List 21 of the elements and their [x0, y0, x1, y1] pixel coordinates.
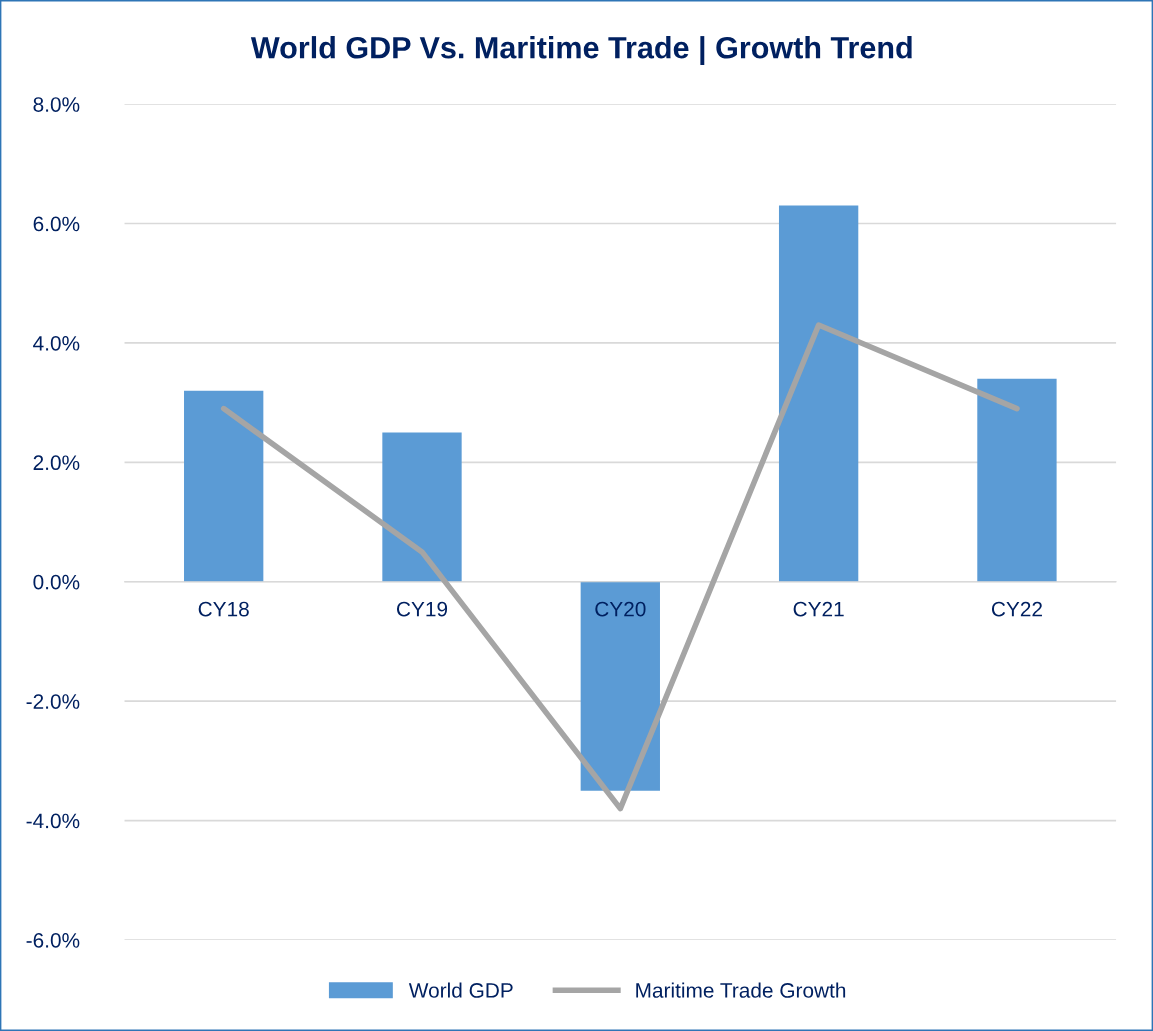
- chart-title: World GDP Vs. Maritime Trade | Growth Trend: [250, 36, 912, 66]
- y-tick-label: 4.0%: [33, 335, 80, 351]
- x-tick-label: CY22: [991, 601, 1042, 617]
- x-tick-label: CY19: [397, 601, 448, 617]
- bar: [977, 378, 1057, 582]
- x-tick-label: CY18: [198, 601, 249, 617]
- legend-label: World GDP: [408, 982, 513, 998]
- y-tick-label: -4.0%: [26, 813, 80, 829]
- x-tick-label: CY20: [595, 601, 646, 617]
- bar: [778, 205, 859, 582]
- x-tick-label: CY21: [793, 601, 844, 617]
- bar: [184, 390, 264, 582]
- bar: [382, 432, 462, 582]
- bar: [580, 581, 660, 791]
- y-tick-label: 8.0%: [33, 97, 80, 112]
- y-tick-label: 0.0%: [33, 574, 80, 590]
- y-tick-label: 2.0%: [33, 455, 80, 471]
- y-tick-label: 6.0%: [33, 216, 80, 232]
- y-tick-label: -2.0%: [26, 694, 80, 709]
- y-tick-label: -6.0%: [26, 932, 80, 948]
- legend-label: Maritime Trade Growth: [636, 982, 846, 998]
